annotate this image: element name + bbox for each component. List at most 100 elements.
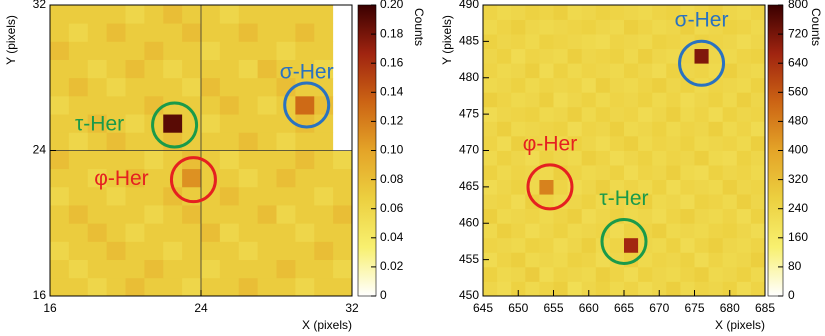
- heatmap-cell: [666, 252, 681, 267]
- heatmap-cell: [554, 34, 569, 49]
- heatmap-cell: [624, 78, 639, 93]
- heatmap-cell: [652, 49, 667, 64]
- x-tick-label: 32: [345, 301, 359, 315]
- heatmap-cell: [709, 267, 724, 282]
- heatmap-cell: [582, 34, 597, 49]
- heatmap-cell: [220, 60, 239, 79]
- colorbar-tick-label: 240: [788, 201, 808, 215]
- heatmap-cell: [50, 23, 69, 42]
- heatmap-cell: [220, 151, 239, 170]
- heatmap-cell: [568, 281, 583, 296]
- heatmap-cell: [652, 194, 667, 209]
- heatmap-cell: [596, 165, 611, 180]
- heatmap-cell: [554, 20, 569, 35]
- heatmap-cell: [666, 34, 681, 49]
- heatmap-cell: [652, 92, 667, 107]
- heatmap-cell: [163, 223, 182, 242]
- heatmap-cell: [277, 205, 296, 224]
- heatmap-cell: [624, 20, 639, 35]
- heatmap-cell: [483, 78, 498, 93]
- heatmap-cell: [751, 92, 766, 107]
- heatmap-cell: [107, 41, 126, 60]
- heatmap-cell: [638, 136, 653, 151]
- heatmap-cell: [182, 205, 201, 224]
- heatmap-cell: [680, 252, 695, 267]
- y-tick-label: 475: [459, 106, 479, 120]
- heatmap-cell: [751, 49, 766, 64]
- heatmap-cell: [554, 63, 569, 78]
- heatmap-cell: [539, 63, 554, 78]
- heatmap-cell: [69, 169, 88, 188]
- heatmap-cell: [69, 241, 88, 260]
- colorbar-tick-label: 0.06: [380, 201, 404, 215]
- heatmap-cell: [88, 78, 107, 97]
- heatmap-cell: [652, 151, 667, 166]
- y-axis-label: Y (pixels): [4, 15, 18, 65]
- heatmap-cell: [624, 63, 639, 78]
- heatmap-cell: [666, 136, 681, 151]
- heatmap-cell: [483, 165, 498, 180]
- x-tick-label: 24: [194, 301, 208, 315]
- heatmap-cell: [751, 20, 766, 35]
- y-tick-label: 16: [33, 288, 47, 302]
- figure: 162432162432X (pixels)Y (pixels)00.020.0…: [0, 0, 825, 336]
- heatmap-cell: [497, 151, 512, 166]
- heatmap-cell: [638, 5, 653, 20]
- heatmap-cell: [624, 107, 639, 122]
- heatmap-cell: [568, 20, 583, 35]
- heatmap-cell: [624, 238, 639, 253]
- heatmap-cell: [568, 92, 583, 107]
- heatmap-cell: [258, 23, 277, 42]
- heatmap-cell: [638, 267, 653, 282]
- heatmap-cell: [737, 238, 752, 253]
- heatmap-cell: [163, 151, 182, 170]
- heatmap-cell: [333, 260, 352, 279]
- heatmap-cell: [107, 241, 126, 260]
- heatmap-cell: [144, 278, 163, 297]
- x-tick-label: 660: [579, 301, 599, 315]
- heatmap-cell: [511, 5, 526, 20]
- heatmap-cell: [568, 223, 583, 238]
- colorbar-tick-label: 0: [788, 288, 795, 302]
- heatmap-cell: [258, 41, 277, 60]
- heatmap-cell: [568, 252, 583, 267]
- heatmap-cell: [511, 267, 526, 282]
- heatmap-cell: [239, 41, 258, 60]
- heatmap-cell: [88, 205, 107, 224]
- heatmap-cell: [554, 92, 569, 107]
- heatmap-cell: [295, 205, 314, 224]
- heatmap-cell: [554, 78, 569, 93]
- heatmap-cell: [554, 5, 569, 20]
- heatmap-cell: [511, 78, 526, 93]
- heatmap-cell: [554, 252, 569, 267]
- heatmap-cell: [239, 260, 258, 279]
- heatmap-cell: [554, 180, 569, 195]
- x-tick-label: 665: [614, 301, 634, 315]
- heatmap-cell: [201, 241, 220, 260]
- heatmap-cell: [680, 121, 695, 136]
- heatmap-cell: [88, 278, 107, 297]
- heatmap-cell: [69, 5, 88, 24]
- heatmap-cell: [582, 238, 597, 253]
- heatmap-cell: [107, 223, 126, 242]
- heatmap-cell: [314, 241, 333, 260]
- heatmap-cell: [511, 209, 526, 224]
- heatmap-cell: [554, 238, 569, 253]
- x-tick-label: 685: [755, 301, 775, 315]
- heatmap-cell: [709, 180, 724, 195]
- heatmap-cell: [201, 96, 220, 115]
- heatmap-cell: [638, 209, 653, 224]
- heatmap-cell: [295, 23, 314, 42]
- heatmap-cell: [568, 49, 583, 64]
- heatmap-cell: [525, 63, 540, 78]
- heatmap-cell: [182, 78, 201, 97]
- heatmap-cell: [638, 34, 653, 49]
- heatmap-cell: [511, 194, 526, 209]
- heatmap-cell: [582, 252, 597, 267]
- heatmap-cell: [610, 267, 625, 282]
- heatmap-cell: [483, 151, 498, 166]
- heatmap-cell: [539, 223, 554, 238]
- heatmap-cell: [652, 252, 667, 267]
- heatmap-cell: [220, 278, 239, 297]
- heatmap-cell: [666, 281, 681, 296]
